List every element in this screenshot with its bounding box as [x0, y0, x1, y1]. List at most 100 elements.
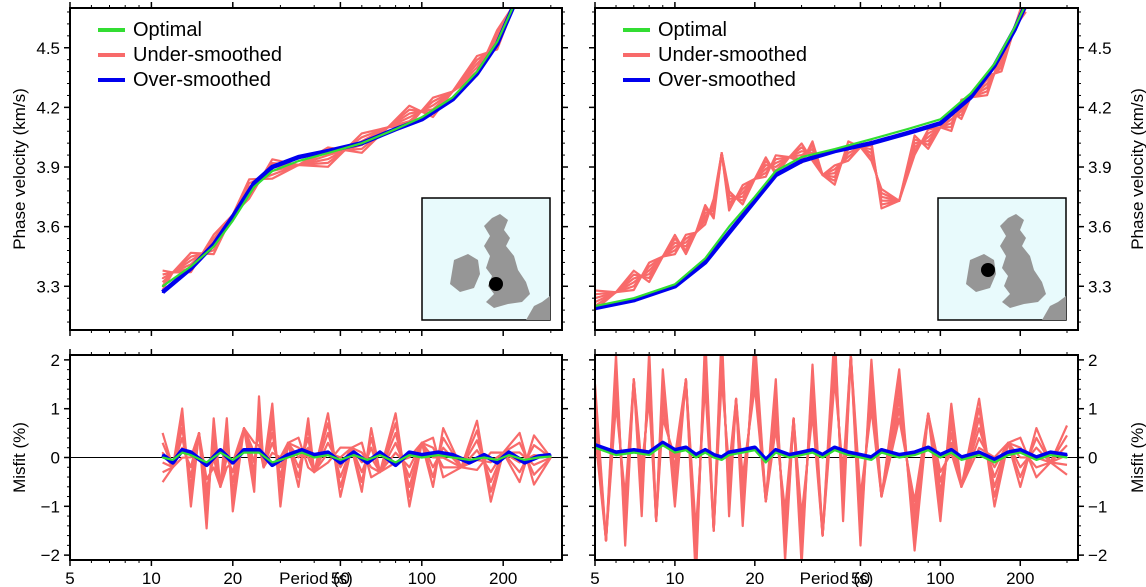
data-point	[775, 451, 777, 454]
y-tick-label: 0	[51, 449, 60, 468]
data-point	[451, 96, 454, 99]
panel-top-left: 3.3 3.6 3.9 4.2 4.5 Phase velocity (km/s) Opti…	[10, 2, 568, 336]
data-point	[648, 368, 650, 371]
data-point	[232, 459, 234, 461]
series-group	[161, 3, 516, 294]
x-axis-label: Period (s)	[279, 569, 353, 587]
data-point	[859, 454, 862, 456]
data-point	[1019, 451, 1022, 454]
data-point	[408, 454, 411, 456]
y-tick-label: −2	[41, 546, 60, 565]
data-point	[870, 456, 873, 459]
data-point	[978, 454, 980, 456]
data-point	[350, 446, 353, 449]
data-point	[460, 466, 463, 469]
data-point	[728, 486, 730, 488]
x-tick-label: 5	[65, 569, 74, 587]
data-point	[451, 456, 454, 459]
data-point	[847, 454, 850, 456]
data-point	[811, 451, 814, 454]
data-point	[993, 476, 996, 478]
data-point	[1007, 454, 1009, 456]
data-point	[394, 464, 397, 466]
legend: Optimal Under-smoothed Over-smoothed	[623, 19, 807, 91]
data-point	[1035, 459, 1038, 461]
y-tick-label: 3.6	[1088, 218, 1112, 237]
x-tick-label: 100	[408, 569, 436, 587]
data-point	[366, 461, 369, 464]
data-point	[339, 466, 342, 469]
data-point	[161, 285, 164, 288]
data-point	[939, 126, 942, 129]
data-point	[712, 456, 715, 459]
data-point	[1035, 446, 1038, 449]
data-point	[287, 456, 289, 459]
data-point	[662, 398, 664, 400]
data-point	[1000, 58, 1003, 61]
data-point	[502, 451, 505, 454]
data-point	[712, 529, 715, 532]
data-point	[232, 219, 234, 222]
data-point	[674, 449, 676, 452]
data-point	[880, 495, 883, 498]
data-point	[939, 456, 942, 459]
x-tick-label: 100	[926, 569, 954, 587]
data-point	[437, 451, 440, 454]
data-point	[993, 459, 996, 461]
y-tick-label: 1	[1088, 400, 1097, 419]
y-tick-label: 3.9	[1088, 158, 1112, 177]
data-point	[775, 449, 777, 452]
data-point	[327, 158, 329, 160]
data-point	[262, 466, 265, 469]
data-point	[939, 122, 942, 125]
data-point	[821, 456, 824, 459]
data-point	[205, 464, 208, 466]
data-point	[483, 454, 485, 456]
data-point	[735, 398, 737, 400]
data-point	[1025, 3, 1027, 5]
data-point	[870, 142, 873, 144]
data-point	[720, 152, 723, 154]
data-point	[1066, 454, 1068, 456]
series-group	[161, 395, 552, 530]
data-point	[662, 444, 664, 447]
data-point	[927, 446, 929, 449]
data-point	[898, 200, 900, 202]
data-point	[704, 449, 706, 452]
data-point	[1049, 461, 1052, 464]
data-point	[161, 451, 164, 454]
data-point	[648, 269, 650, 272]
data-point	[408, 451, 411, 454]
data-point	[1025, 3, 1027, 5]
data-point	[765, 461, 767, 464]
data-point	[421, 116, 423, 119]
data-point	[728, 225, 730, 228]
data-point	[906, 132, 908, 134]
data-point	[408, 476, 411, 478]
data-point	[993, 461, 996, 464]
data-point	[870, 459, 873, 461]
data-point	[939, 454, 942, 456]
y-tick-label: 3.9	[36, 158, 60, 177]
series-group	[595, 3, 1027, 311]
data-point	[432, 466, 434, 469]
data-point	[394, 442, 397, 444]
series-group	[595, 355, 1069, 560]
series-line-over-smoothed	[595, 8, 1027, 311]
data-point	[880, 196, 883, 198]
data-point	[243, 451, 245, 454]
data-point	[833, 176, 836, 178]
data-point	[633, 281, 635, 284]
data-point	[913, 454, 916, 456]
x-tick-label: 50	[331, 569, 350, 587]
data-point	[514, 3, 516, 5]
data-point	[307, 437, 310, 439]
inset-map	[421, 197, 551, 321]
data-point	[172, 271, 174, 274]
data-point	[361, 142, 363, 144]
axes-frame	[69, 7, 563, 331]
data-point	[253, 182, 255, 184]
data-point	[379, 454, 381, 456]
data-point	[633, 449, 635, 452]
